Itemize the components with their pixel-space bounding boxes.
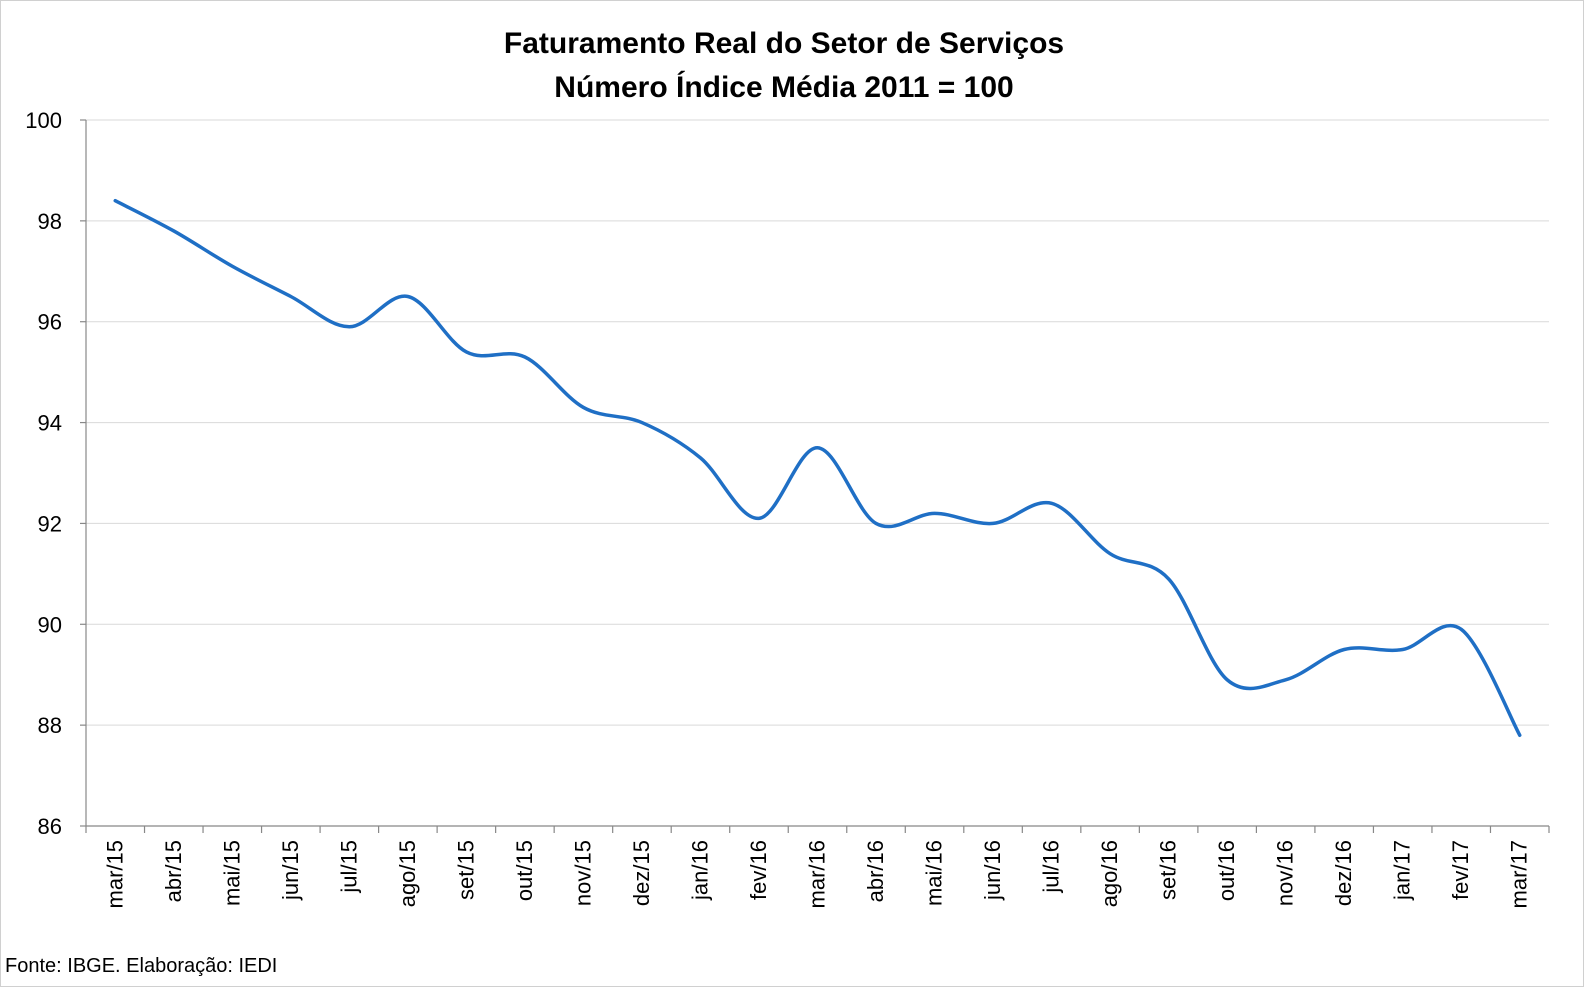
x-tick-label: jun/15 bbox=[278, 840, 303, 901]
data-point bbox=[464, 350, 468, 354]
x-tick-label: mar/16 bbox=[805, 840, 830, 908]
x-tick-label: jul/15 bbox=[336, 840, 361, 894]
x-tick-label: set/16 bbox=[1156, 840, 1181, 900]
x-tick-label: dez/15 bbox=[629, 840, 654, 906]
x-tick-label: set/15 bbox=[453, 840, 478, 900]
y-tick-label: 94 bbox=[38, 411, 62, 436]
data-point bbox=[816, 446, 820, 450]
x-tick-label: mai/16 bbox=[922, 840, 947, 906]
data-point bbox=[172, 229, 176, 233]
data-point bbox=[640, 421, 644, 425]
data-point bbox=[230, 264, 234, 268]
x-tick-label: fev/17 bbox=[1448, 840, 1473, 900]
data-point bbox=[406, 295, 410, 299]
y-tick-label: 96 bbox=[38, 310, 62, 335]
y-tick-label: 90 bbox=[38, 612, 62, 637]
data-point bbox=[1225, 678, 1229, 682]
y-tick-label: 86 bbox=[38, 814, 62, 839]
source-note: Fonte: IBGE. Elaboração: IEDI bbox=[5, 955, 278, 977]
x-tick-label: jan/17 bbox=[1390, 840, 1415, 901]
series-layer bbox=[113, 198, 1522, 737]
data-point bbox=[991, 521, 995, 525]
x-tick-label: mai/15 bbox=[219, 840, 244, 906]
axes bbox=[80, 119, 1550, 833]
chart-subtitle: Número Índice Média 2011 = 100 bbox=[554, 70, 1013, 104]
series-line-0 bbox=[113, 198, 1522, 737]
x-tick-label: jun/16 bbox=[980, 840, 1005, 901]
line-chart: Faturamento Real do Setor de Serviços Nú… bbox=[25, 27, 1550, 908]
data-point bbox=[1459, 627, 1463, 631]
y-tick-label: 92 bbox=[38, 511, 62, 536]
x-tick-label: nov/15 bbox=[570, 840, 595, 906]
x-tick-label: dez/16 bbox=[1331, 840, 1356, 906]
data-point bbox=[874, 521, 878, 525]
x-tick-label: nov/16 bbox=[1273, 840, 1298, 906]
x-tick-label: ago/16 bbox=[1097, 840, 1122, 907]
data-point bbox=[1108, 552, 1112, 556]
x-tick-label: mar/15 bbox=[102, 840, 127, 908]
x-tick-label: mar/17 bbox=[1507, 840, 1532, 908]
x-tick-label: jul/16 bbox=[1039, 840, 1064, 894]
data-point bbox=[1342, 648, 1346, 652]
data-point bbox=[757, 516, 761, 520]
data-point bbox=[347, 325, 351, 329]
data-point bbox=[1167, 577, 1171, 581]
x-tick-labels: mar/15 abr/15 mai/15 jun/15 jul/15 ago/15 set/… bbox=[102, 840, 1531, 908]
x-tick-label: jan/16 bbox=[687, 840, 712, 901]
data-point bbox=[1284, 678, 1288, 682]
data-point bbox=[933, 511, 937, 515]
y-tick-labels: 100 98 96 94 92 90 88 86 bbox=[25, 108, 62, 839]
data-point bbox=[289, 295, 293, 299]
chart-title: Faturamento Real do Setor de Serviços bbox=[504, 27, 1064, 60]
gridlines bbox=[86, 119, 1549, 726]
y-tick-label: 88 bbox=[38, 713, 62, 738]
data-point bbox=[1518, 733, 1522, 737]
y-tick-label: 100 bbox=[25, 108, 62, 133]
data-point bbox=[1401, 648, 1405, 652]
x-tick-label: ago/15 bbox=[395, 840, 420, 907]
y-tick-label: 98 bbox=[38, 209, 62, 234]
data-point bbox=[698, 456, 702, 460]
x-tick-label: abr/15 bbox=[161, 840, 186, 902]
data-point bbox=[523, 355, 527, 359]
data-point bbox=[581, 405, 585, 409]
data-point bbox=[1050, 501, 1054, 505]
data-point bbox=[113, 199, 117, 203]
x-tick-label: out/16 bbox=[1214, 840, 1239, 901]
x-tick-label: fev/16 bbox=[746, 840, 771, 900]
x-tick-label: out/15 bbox=[512, 840, 537, 901]
x-tick-label: abr/16 bbox=[863, 840, 888, 902]
